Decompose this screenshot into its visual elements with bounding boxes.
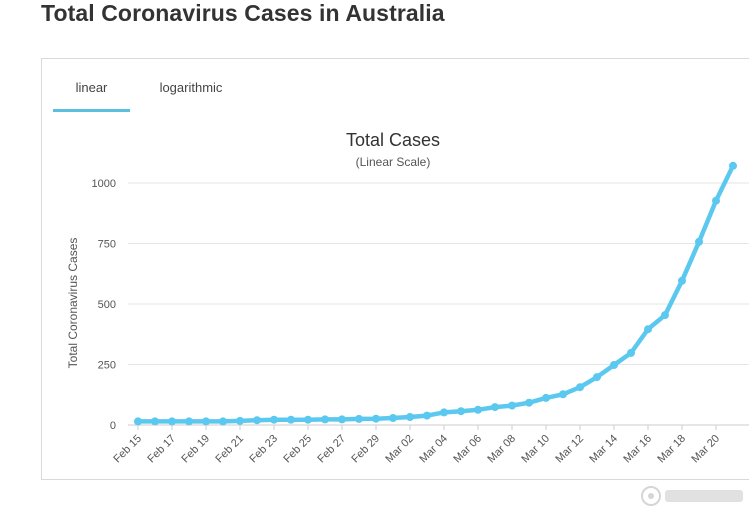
- data-point: [202, 417, 210, 426]
- x-tick-label: Mar 18: [655, 433, 688, 466]
- data-point: [253, 416, 261, 425]
- line-chart: Total Cases (Linear Scale) Total Coronav…: [66, 130, 749, 466]
- data-point: [491, 403, 499, 412]
- data-point: [695, 237, 703, 246]
- x-tick-label: Mar 10: [519, 433, 552, 466]
- data-point: [389, 414, 397, 422]
- data-point: [678, 276, 686, 285]
- data-point: [304, 415, 312, 424]
- data-point: [219, 417, 227, 426]
- x-tick-label: Feb 17: [145, 433, 178, 466]
- x-tick-label: Mar 16: [621, 433, 654, 466]
- data-point: [406, 413, 414, 421]
- x-tick-label: Mar 06: [451, 433, 484, 466]
- x-tick-label: Mar 14: [587, 433, 620, 466]
- data-point: [576, 383, 584, 392]
- chart-subtitle: (Linear Scale): [356, 155, 431, 169]
- y-axis-label: Total Coronavirus Cases: [66, 238, 80, 369]
- data-point: [355, 414, 363, 423]
- x-tick-label: Feb 29: [349, 433, 382, 466]
- data-point: [542, 393, 550, 402]
- x-tick-label: Feb 15: [111, 433, 144, 466]
- data-point: [559, 390, 567, 399]
- data-point: [372, 414, 380, 423]
- chart-panel: linear logarithmic Total Cases (Linear S…: [41, 58, 749, 506]
- y-tick-label: 0: [110, 420, 116, 432]
- data-point: [627, 348, 635, 357]
- watermark-icon: [641, 486, 743, 506]
- tab-linear[interactable]: linear: [53, 73, 130, 112]
- data-point: [423, 411, 431, 420]
- x-tick-label: Mar 04: [417, 433, 450, 466]
- data-point: [321, 415, 329, 424]
- data-point: [508, 401, 516, 410]
- data-point: [134, 417, 142, 426]
- x-tick-label: Mar 08: [485, 433, 518, 466]
- data-point: [151, 417, 159, 426]
- series-line: [135, 163, 736, 424]
- data-point: [338, 415, 346, 424]
- x-tick-label: Mar 20: [689, 433, 722, 466]
- data-point: [525, 398, 533, 407]
- data-point: [610, 361, 618, 369]
- data-point: [457, 407, 465, 416]
- x-tick-label: Feb 19: [179, 433, 212, 466]
- y-tick-label: 750: [98, 239, 116, 251]
- data-point: [236, 416, 244, 425]
- x-tick-label: Feb 27: [315, 433, 348, 466]
- x-tick-label: Feb 25: [281, 433, 314, 466]
- data-point: [661, 311, 669, 320]
- data-point: [593, 373, 601, 382]
- page-title: Total Coronavirus Cases in Australia: [41, 0, 445, 26]
- data-point: [644, 325, 652, 334]
- data-point: [729, 161, 737, 170]
- data-point: [440, 408, 448, 417]
- chart-title: Total Cases: [346, 130, 440, 150]
- data-point: [474, 405, 482, 414]
- data-point: [185, 417, 193, 426]
- data-point: [712, 196, 720, 205]
- x-tick-label: Feb 21: [213, 433, 246, 466]
- x-tick-label: Mar 02: [383, 433, 416, 466]
- x-tick-label: Feb 23: [247, 433, 280, 466]
- y-tick-label: 250: [98, 360, 116, 372]
- y-tick-label: 500: [98, 299, 116, 311]
- x-tick-label: Mar 12: [553, 433, 586, 466]
- data-point: [168, 417, 176, 426]
- data-point: [287, 415, 295, 424]
- data-point: [270, 415, 278, 424]
- tab-logarithmic[interactable]: logarithmic: [159, 80, 223, 95]
- y-tick-label: 1000: [92, 178, 116, 190]
